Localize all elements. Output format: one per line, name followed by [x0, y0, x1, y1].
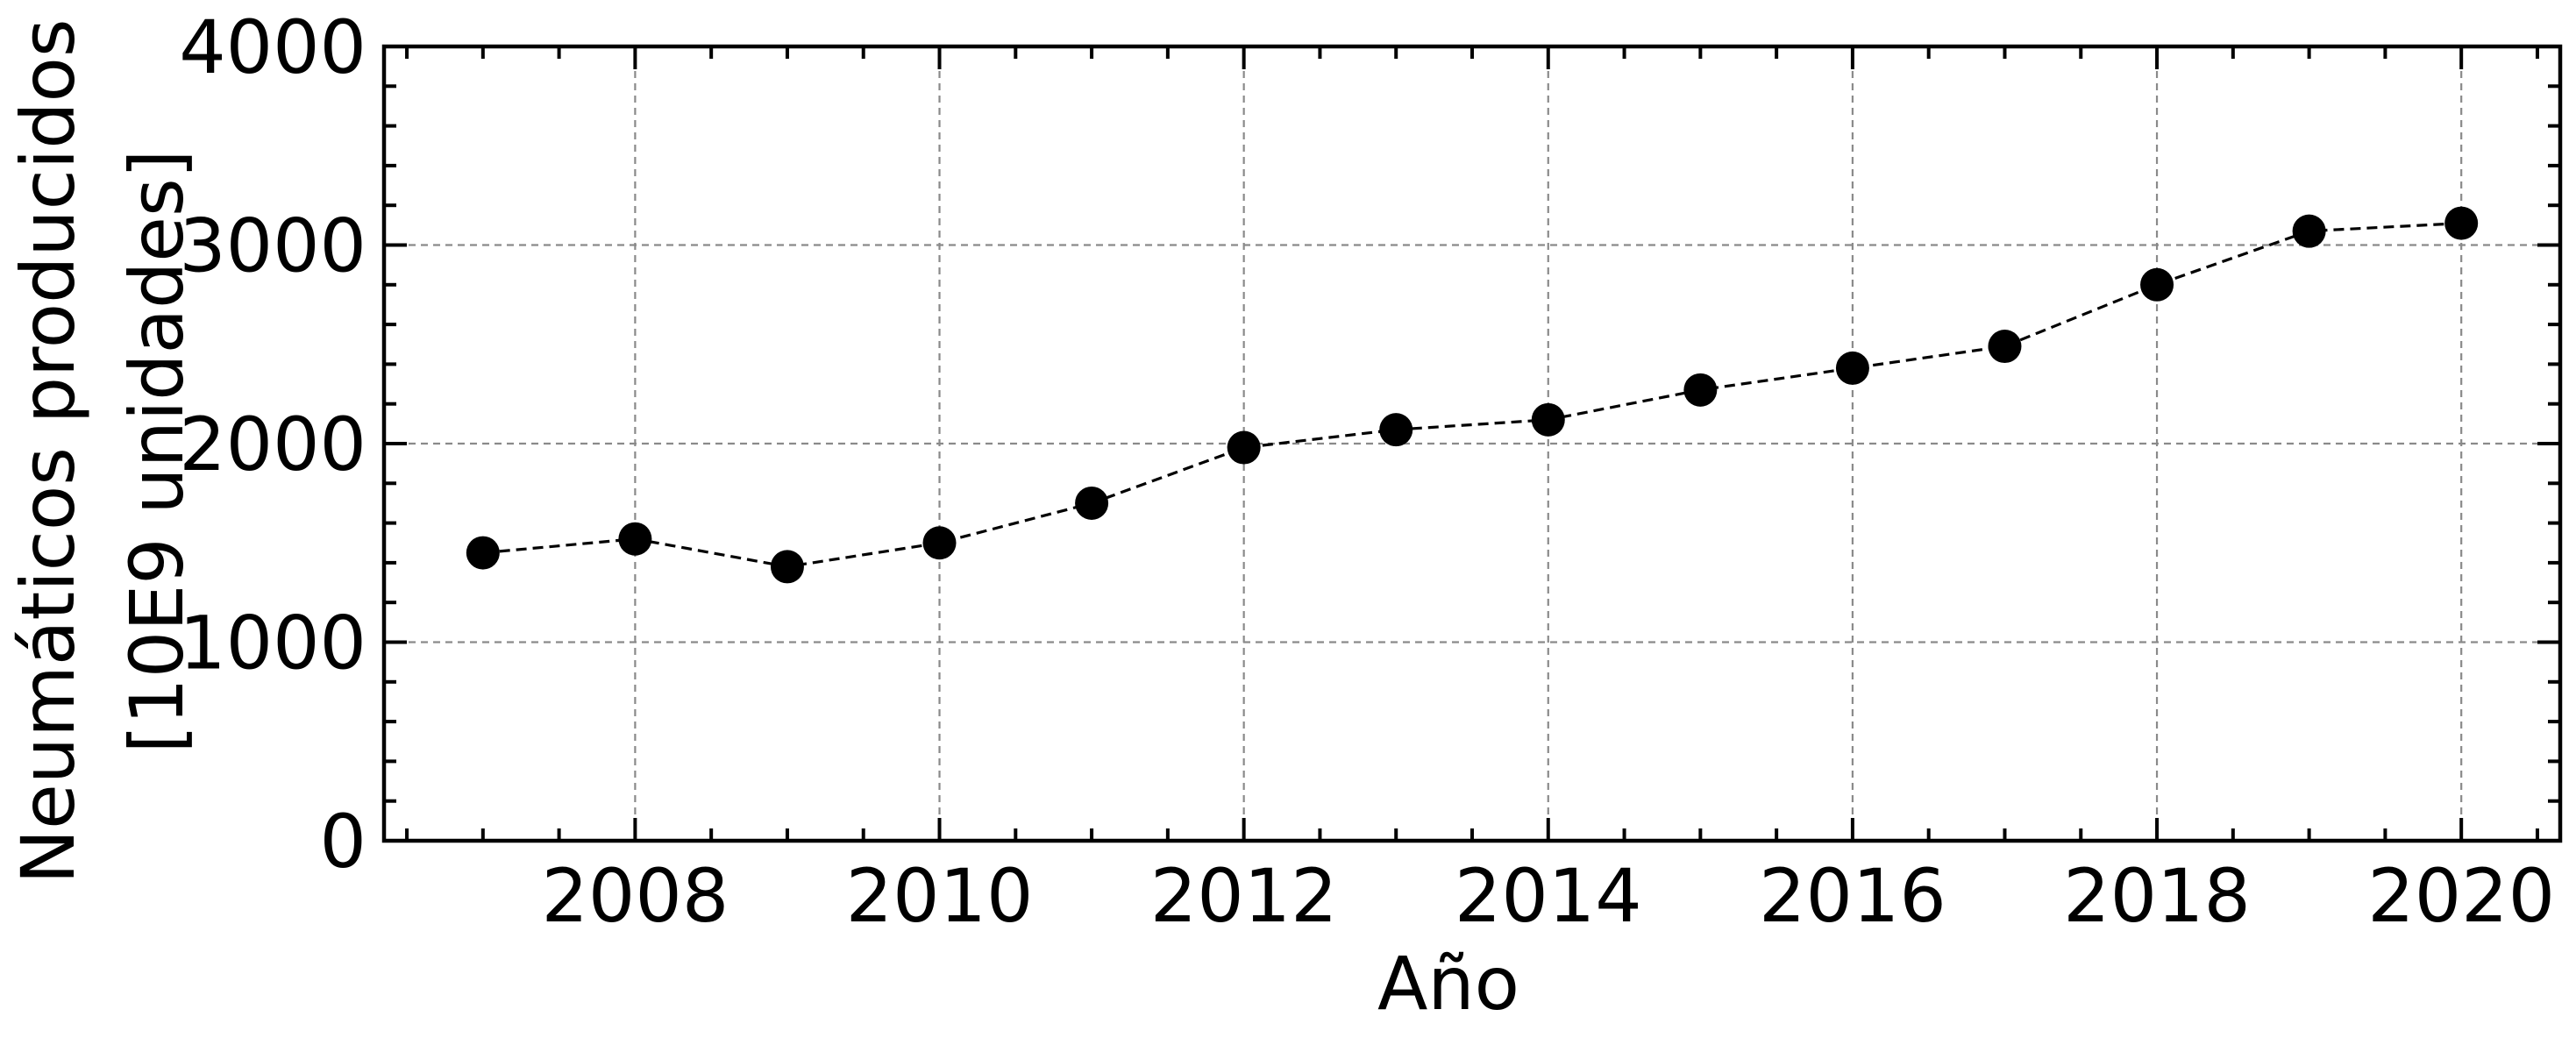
data-point [1531, 402, 1565, 437]
data-points [466, 206, 2479, 584]
y-tick-label: 4000 [179, 4, 366, 90]
data-point [1835, 351, 1869, 385]
major-ticks [384, 45, 2560, 842]
data-point [2292, 214, 2326, 248]
data-point [2140, 267, 2174, 302]
data-point [466, 536, 500, 570]
y-axis-label-line2: [10E9 unidades] [114, 149, 200, 753]
data-point [1683, 373, 1718, 407]
x-tick-label: 2012 [1150, 853, 1338, 939]
x-axis-label: Año [1377, 941, 1519, 1027]
data-point [1988, 330, 2022, 364]
plot-frame [381, 44, 2563, 843]
y-tick-label: 2000 [179, 402, 366, 487]
minor-ticks [384, 46, 2560, 841]
y-tick-label: 1000 [179, 601, 366, 686]
x-tick-label: 2018 [2063, 853, 2251, 939]
x-tick-label: 2008 [541, 853, 729, 939]
y-tick-label: 3000 [179, 203, 366, 289]
data-point [1227, 430, 1261, 465]
y-tick-label: 0 [320, 799, 366, 885]
y-tick-labels: 0 1000 2000 3000 4000 [179, 4, 366, 885]
data-point [618, 522, 652, 556]
grid [384, 46, 2560, 841]
data-point [922, 526, 957, 560]
series [482, 222, 2462, 569]
data-point [2444, 206, 2479, 240]
x-tick-label: 2014 [1455, 853, 1642, 939]
data-point [1075, 486, 1109, 520]
data-point [1379, 413, 1413, 447]
series-line [482, 222, 2462, 569]
y-axis-label-line1: Neumáticos producidos [5, 18, 91, 884]
x-tick-label: 2010 [846, 853, 1034, 939]
x-tick-labels: 2008 2010 2012 2014 2016 2018 2020 [541, 853, 2555, 939]
data-point [770, 550, 804, 584]
x-tick-label: 2016 [1759, 853, 1946, 939]
x-tick-label: 2020 [2367, 853, 2555, 939]
